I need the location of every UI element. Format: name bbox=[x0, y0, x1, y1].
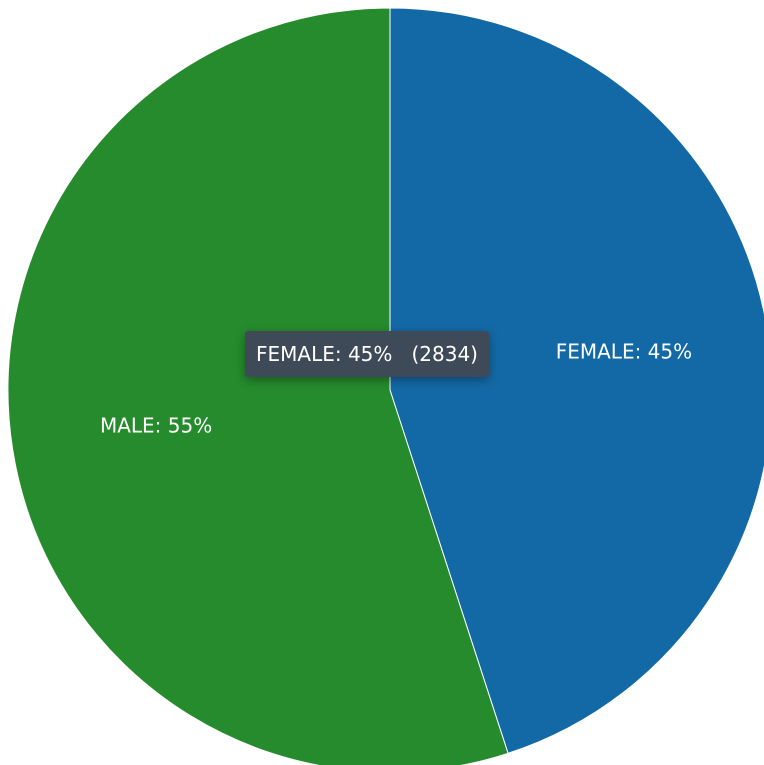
pie-slice-male[interactable] bbox=[7, 7, 509, 765]
tooltip-spacer bbox=[392, 342, 411, 366]
slice-tooltip: FEMALE: 45% (2834) bbox=[245, 331, 489, 377]
pie-slices bbox=[7, 7, 764, 765]
tooltip-label: FEMALE: 45% bbox=[256, 342, 393, 366]
slice-label-male: MALE: 55% bbox=[100, 414, 212, 438]
tooltip-count: (2834) bbox=[411, 342, 478, 366]
slice-label-female: FEMALE: 45% bbox=[556, 339, 692, 363]
pie-slice-female[interactable] bbox=[389, 7, 764, 754]
pie-labels: FEMALE: 45% MALE: 55% bbox=[100, 339, 692, 437]
